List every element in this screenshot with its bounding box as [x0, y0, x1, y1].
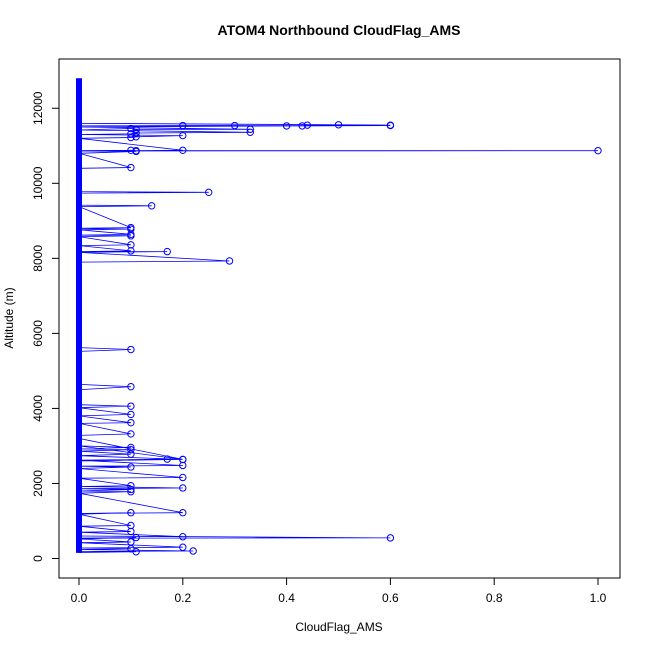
data-point [127, 509, 135, 517]
y-axis-label: Altitude (m) [2, 287, 16, 348]
data-point [127, 247, 135, 255]
series-line [78, 78, 599, 553]
data-point [179, 509, 187, 517]
data-point [127, 430, 135, 438]
data-point [127, 345, 135, 354]
y-tick-label: 4000 [31, 395, 45, 422]
data-point [225, 257, 234, 265]
data-point [179, 484, 187, 492]
x-tick-label: 0.0 [71, 591, 88, 605]
data-point [132, 533, 140, 542]
data-point [127, 485, 135, 494]
data-point [127, 445, 135, 454]
data-point [127, 410, 135, 419]
x-tick-label: 0.4 [278, 591, 295, 605]
data-point [179, 473, 187, 482]
data-point [163, 455, 171, 463]
data-point [132, 129, 140, 137]
data-point [231, 121, 239, 130]
y-tick-label: 0 [31, 555, 45, 562]
y-axis: 0 2000 4000 6000 8000 10000 12000 [31, 91, 60, 562]
data-point [205, 188, 213, 197]
data-point [282, 122, 291, 130]
data-point [163, 247, 171, 256]
data-point [127, 163, 135, 172]
data-point [246, 128, 254, 136]
data-point [189, 547, 197, 555]
data-point [594, 146, 602, 155]
zero-value-points [76, 78, 82, 553]
data-point [386, 121, 395, 130]
data-point [132, 548, 140, 556]
x-axis: 0.0 0.2 0.4 0.6 0.8 1.0 [71, 577, 607, 605]
y-tick-label: 2000 [31, 470, 45, 497]
data-point [334, 121, 343, 129]
data-point [132, 133, 140, 141]
chart-title: ATOM4 Northbound CloudFlag_AMS [218, 22, 461, 38]
data-point [179, 131, 187, 140]
data-point [147, 202, 156, 210]
data-point [127, 146, 135, 154]
x-tick-label: 0.8 [486, 591, 503, 605]
series-layer [76, 78, 602, 556]
data-point [303, 121, 312, 129]
y-tick-label: 12000 [31, 91, 45, 125]
y-tick-label: 6000 [31, 320, 45, 347]
data-point [127, 527, 135, 536]
data-point [179, 146, 187, 154]
x-tick-label: 0.6 [382, 591, 399, 605]
data-point [127, 124, 135, 133]
data-point [127, 232, 135, 240]
data-point [127, 133, 135, 142]
data-point [179, 461, 187, 470]
x-tick-label: 0.2 [174, 591, 191, 605]
data-point [386, 534, 395, 542]
data-point [179, 533, 187, 541]
data-point [179, 121, 187, 130]
data-point [179, 543, 187, 551]
y-tick-label: 10000 [31, 166, 45, 200]
x-tick-label: 1.0 [590, 591, 607, 605]
data-point [298, 122, 306, 130]
data-point [127, 418, 135, 427]
data-point [127, 402, 135, 410]
y-tick-label: 8000 [31, 245, 45, 272]
data-point [132, 147, 140, 156]
data-point [127, 463, 135, 471]
data-point [127, 450, 135, 458]
data-point [127, 382, 135, 391]
data-point [127, 488, 135, 496]
data-point [132, 125, 140, 133]
data-point [246, 125, 254, 133]
x-axis-label: CloudFlag_AMS [295, 620, 382, 634]
